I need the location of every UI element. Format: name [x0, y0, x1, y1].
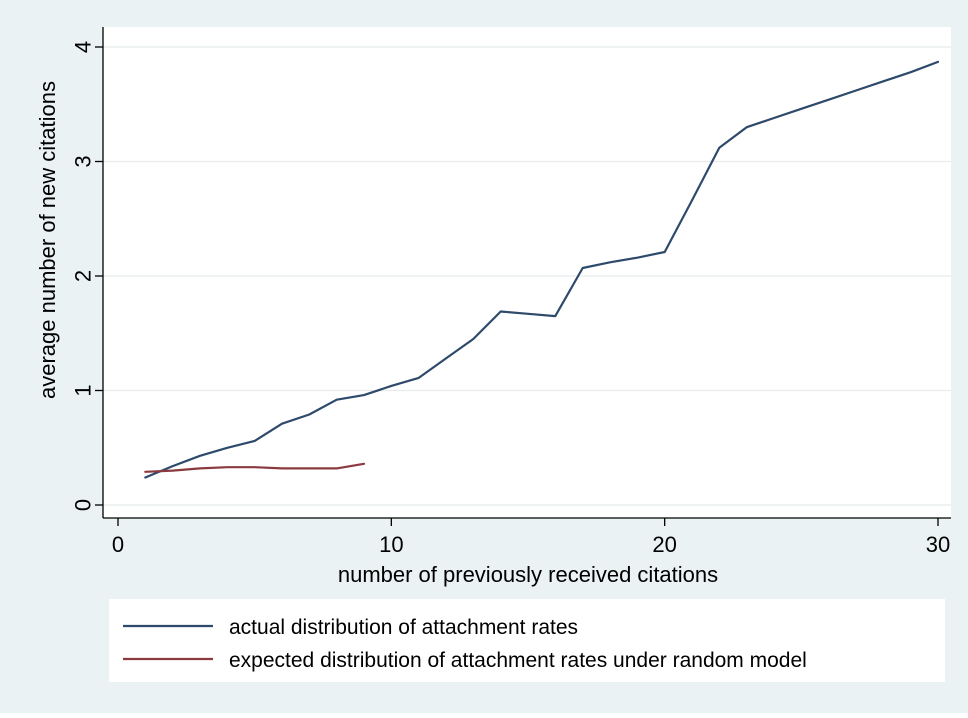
legend-box: [109, 599, 945, 682]
x-tick-label-1: 10: [379, 532, 403, 557]
y-axis-ticks: 0 1 2 3 4: [71, 41, 103, 511]
grid-lines: [103, 46, 951, 506]
y-tick-label-3: 3: [71, 155, 96, 167]
legend-label-1: expected distribution of attachment rate…: [229, 649, 807, 672]
series-line-0: [144, 60, 940, 479]
x-tick-label-3: 30: [926, 532, 950, 557]
axes: [102, 27, 951, 519]
y-tick-label-1: 1: [71, 384, 96, 396]
y-tick-label-0: 0: [71, 499, 96, 511]
x-axis-label: number of previously received citations: [338, 562, 718, 587]
y-tick-label-4: 4: [71, 41, 96, 53]
series-line-1: [144, 462, 366, 473]
legend: actual distribution of attachment rates e…: [123, 616, 807, 672]
x-tick-label-0: 0: [112, 532, 124, 557]
series-lines: [144, 60, 940, 479]
x-tick-label-2: 20: [652, 532, 676, 557]
legend-label-0: actual distribution of attachment rates: [229, 616, 578, 639]
y-axis-label: average number of new citations: [35, 81, 60, 399]
x-axis-ticks: 0 10 20 30: [112, 518, 950, 557]
y-tick-label-2: 2: [71, 270, 96, 282]
plot-area: [103, 27, 951, 518]
